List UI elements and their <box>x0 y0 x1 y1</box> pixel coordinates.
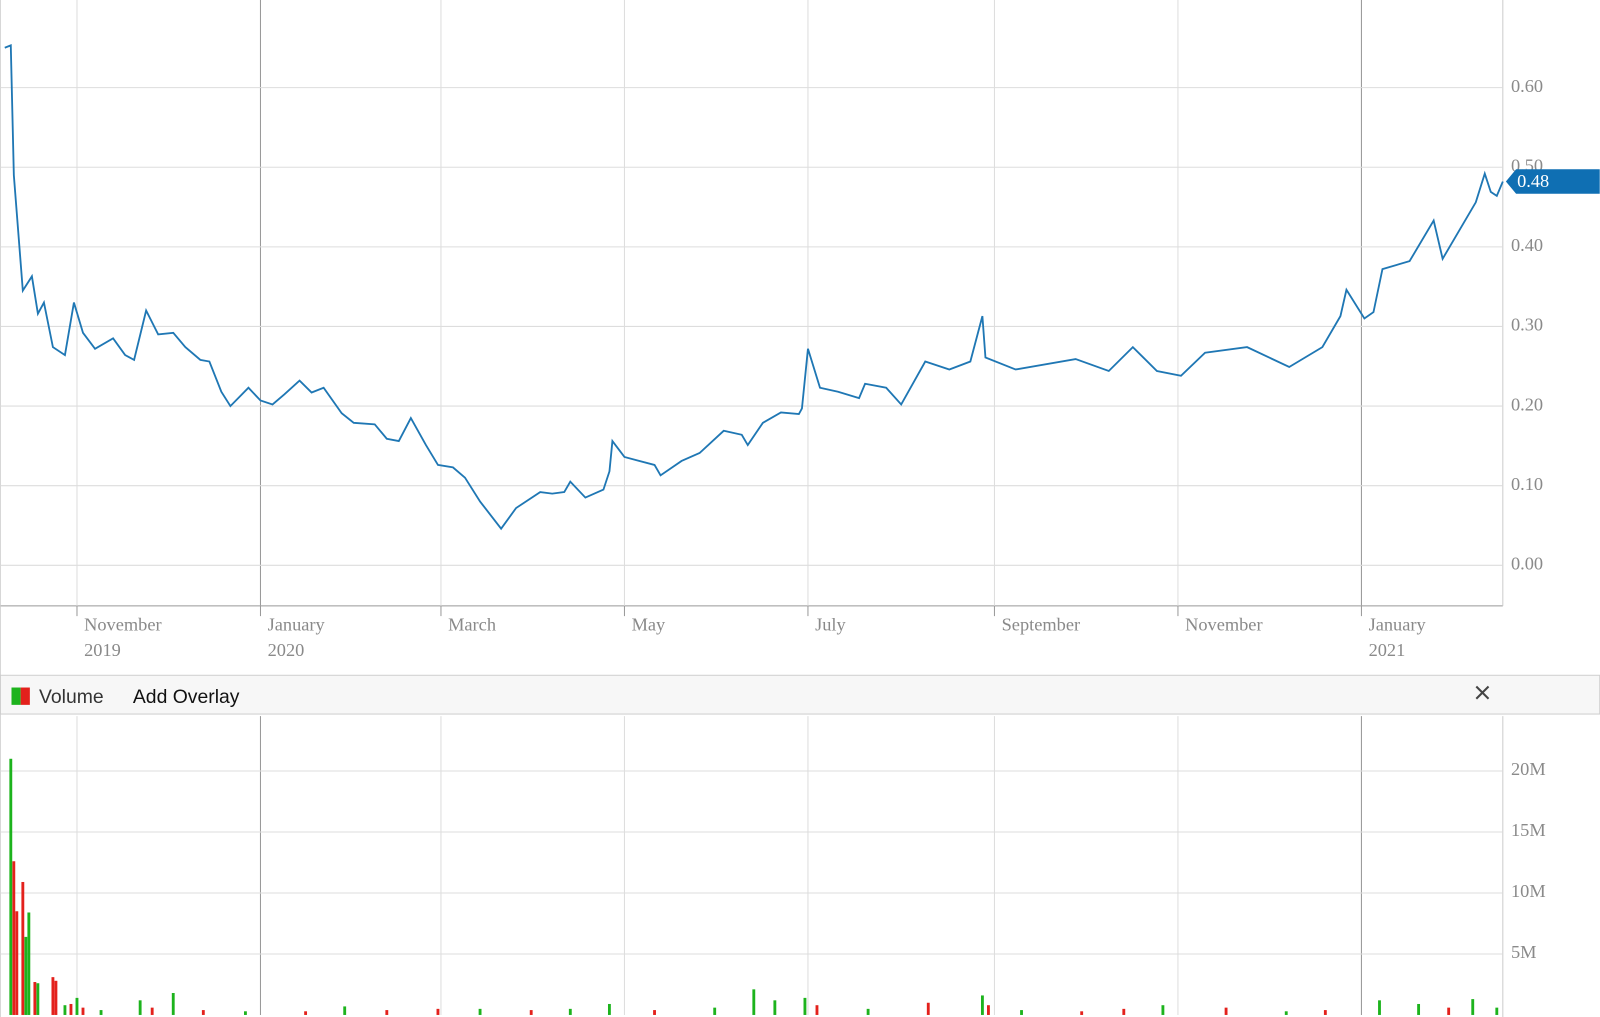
volume-bar <box>752 989 756 1015</box>
volume-bar <box>1378 1000 1381 1015</box>
volume-bar <box>69 1003 73 1015</box>
x-tick-label: November <box>84 615 161 635</box>
y-tick-label: 0.00 <box>1511 554 1543 574</box>
volume-bar <box>1447 1007 1451 1015</box>
volume-bar <box>81 1007 85 1015</box>
volume-bar <box>27 912 31 1015</box>
volume-bar <box>1495 1007 1499 1015</box>
close-button[interactable] <box>1475 685 1490 700</box>
volume-bar <box>1224 1007 1228 1015</box>
volume-bar <box>54 980 58 1015</box>
volume-bar <box>150 1007 154 1015</box>
volume-bar <box>773 1000 777 1015</box>
volume-bar <box>866 1008 870 1015</box>
volume-bar <box>529 1010 533 1015</box>
x-tick-label: November <box>1185 615 1263 635</box>
legend-icon <box>11 687 21 705</box>
volume-bar <box>9 758 13 1015</box>
volume-bar <box>926 1002 930 1015</box>
volume-bar <box>138 1000 142 1015</box>
y-tick-label: 0.40 <box>1511 235 1543 255</box>
legend-icon <box>20 687 30 705</box>
last-price-badge <box>1505 169 1600 194</box>
volume-bar <box>607 1003 611 1015</box>
volume-bar <box>803 997 807 1015</box>
volume-bar <box>201 1010 205 1015</box>
x-tick-label: July <box>815 615 846 635</box>
y-tick-label: 5M <box>1511 942 1537 962</box>
volume-bar <box>15 911 19 1015</box>
volume-bar <box>1020 1010 1023 1015</box>
price-line <box>4 44 1504 531</box>
volume-bar <box>99 1010 103 1015</box>
x-tick-label: May <box>632 615 666 635</box>
volume-bar <box>1161 1005 1165 1015</box>
volume-bar <box>713 1007 717 1015</box>
volume-bar <box>815 1005 819 1015</box>
volume-bar <box>1417 1003 1421 1015</box>
y-tick-label: 0.20 <box>1511 394 1543 414</box>
add-overlay[interactable]: Add Overlay <box>133 686 240 708</box>
volume-bar <box>980 995 984 1015</box>
volume-bar <box>987 1005 990 1015</box>
volume-bar <box>12 861 16 1015</box>
volume-bar <box>244 1011 247 1015</box>
y-tick-label: 0.30 <box>1511 315 1543 335</box>
volume-bar <box>21 881 25 1015</box>
volume-bar <box>478 1008 482 1015</box>
x-tick-label: March <box>448 615 496 635</box>
panel-header <box>0 674 1600 715</box>
volume-bar <box>304 1011 308 1015</box>
legend-label: Volume <box>39 686 104 708</box>
x-tick-label: September <box>1002 615 1081 635</box>
y-tick-label: 20M <box>1511 759 1546 779</box>
y-tick-label: 0.10 <box>1511 474 1543 494</box>
volume-bar <box>63 1005 67 1015</box>
x-year-label: 2019 <box>84 640 121 660</box>
y-tick-label: 15M <box>1511 820 1546 840</box>
y-tick-label: 10M <box>1511 881 1546 901</box>
last-price-label: 0.48 <box>1517 171 1549 191</box>
volume-bar <box>75 997 79 1015</box>
volume-bar <box>1284 1011 1288 1015</box>
volume-bar <box>1323 1010 1327 1015</box>
y-tick-label: 0.60 <box>1511 76 1543 96</box>
volume-bar <box>1080 1011 1084 1015</box>
volume-bar <box>343 1006 347 1015</box>
volume-bar <box>653 1010 656 1015</box>
volume-bar <box>36 983 40 1015</box>
x-year-label: 2021 <box>1369 640 1406 660</box>
volume-bar <box>385 1010 389 1015</box>
x-tick-label: January <box>1369 615 1427 635</box>
volume-bar <box>51 977 55 1015</box>
volume-bar <box>1122 1008 1126 1015</box>
x-year-label: 2020 <box>268 640 305 660</box>
volume-bar <box>24 936 28 1015</box>
volume-bar <box>568 1008 572 1015</box>
x-tick-label: January <box>268 615 326 635</box>
volume-bar <box>171 993 175 1015</box>
volume-bar <box>1471 999 1475 1015</box>
volume-bar <box>436 1008 440 1015</box>
volume-bar <box>33 982 37 1015</box>
